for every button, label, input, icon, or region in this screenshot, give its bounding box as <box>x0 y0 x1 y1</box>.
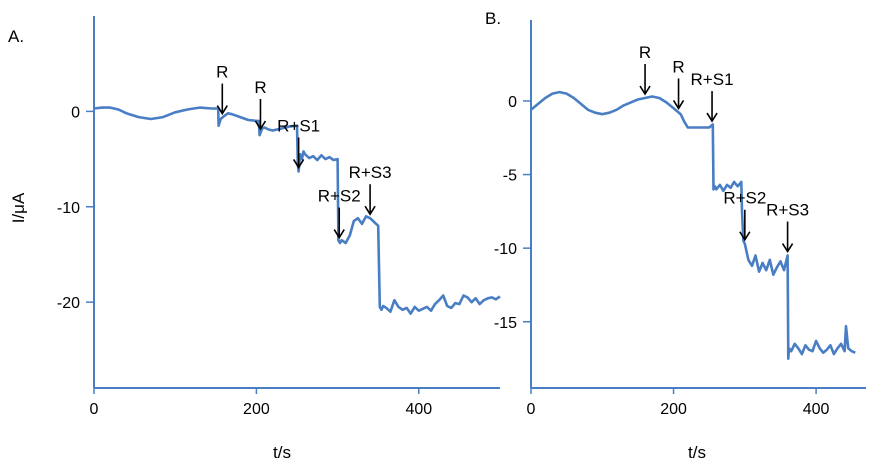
panel-a-x-tick-label: 400 <box>405 401 432 418</box>
panel-a-y-tick-label: -20 <box>57 295 80 312</box>
panel-b-x-axis-title: t/s <box>688 443 706 462</box>
panel-a-annotation-arrowhead <box>254 120 267 131</box>
panel-a-label: A. <box>8 27 24 46</box>
panel-b-annotation-label: R <box>672 57 684 76</box>
panel-a-annotation-arrowhead <box>216 105 228 116</box>
panel-a-annotation-arrowhead <box>333 229 345 240</box>
panel-a-annotation-label: R+S3 <box>349 163 392 182</box>
panel-a-series-line <box>93 106 501 315</box>
panel-a-y-tick-label: 0 <box>71 104 80 121</box>
panel-b-series-line <box>530 90 856 360</box>
panel-a-annotation-label: R <box>254 78 266 97</box>
panel-b-annotation-label: R+S2 <box>723 189 766 208</box>
panel-b-x-tick-label: 0 <box>527 401 536 418</box>
panel-a-x-axis-title: t/s <box>273 443 291 462</box>
panel-a-y-axis-title: I/μA <box>9 192 28 223</box>
panel-b-annotation-label: R+S3 <box>766 201 809 220</box>
panel-b-annotation-label: R+S1 <box>691 70 734 89</box>
panel-a-annotation-label: R+S1 <box>277 116 320 135</box>
panel-a-annotation-label: R+S2 <box>318 187 361 206</box>
panel-b-annotation-arrowhead <box>639 85 651 96</box>
panel-a-x-tick-label: 200 <box>243 401 270 418</box>
panel-b: B. t/s 0 200 400 0 -5 -10 -15 R R R+S1 R+S2R+S3 <box>485 9 866 462</box>
panel-b-annotation-arrowhead <box>706 112 718 123</box>
panel-a-annotation-label: R <box>216 63 228 82</box>
panel-b-y-tick-label: 0 <box>508 94 517 111</box>
panel-b-annotation-arrowhead <box>739 231 751 242</box>
panel-b-y-tick-label: -15 <box>494 315 517 332</box>
panel-b-x-tick-label: 400 <box>803 401 830 418</box>
panel-a-annotation-arrowhead <box>292 159 305 169</box>
panel-b-annotation-arrowhead <box>781 243 794 254</box>
panel-a-annotation-arrowhead <box>364 205 376 216</box>
panel-b-label: B. <box>485 9 501 28</box>
panel-b-annotation-arrowhead <box>672 100 685 110</box>
panel-a-x-tick-label: 0 <box>90 401 99 418</box>
panel-a: A. I/μA t/s 0 200 400 0 -10 -20 R R R+S1 R+S2 R+S3 <box>8 16 501 462</box>
panel-b-y-tick-label: -5 <box>503 168 517 185</box>
panel-b-y-tick-label: -10 <box>494 241 517 258</box>
panel-a-y-tick-label: -10 <box>57 200 80 217</box>
panel-b-x-tick-label: 200 <box>660 401 687 418</box>
panel-b-annotation-label: R <box>639 43 651 62</box>
